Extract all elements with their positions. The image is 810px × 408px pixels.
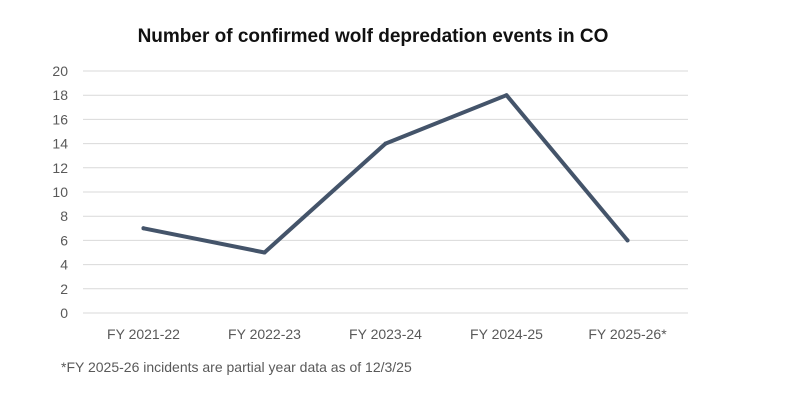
y-tick-label: 12 [52,160,68,176]
data-point [383,141,388,146]
y-tick-label: 6 [60,232,68,248]
data-point [262,250,267,255]
y-tick-label: 0 [60,305,68,321]
x-tick-label: FY 2022-23 [228,326,301,342]
chart-title: Number of confirmed wolf depredation eve… [138,26,609,47]
gridlines [83,70,688,314]
series-line [141,93,630,255]
y-tick-label: 4 [60,257,68,273]
y-tick-label: 10 [52,184,68,200]
y-tick-label: 8 [60,208,68,224]
x-tick-label: FY 2024-25 [470,326,543,342]
data-point [141,226,146,231]
chart-footnote: *FY 2025-26 incidents are partial year d… [61,359,412,375]
data-point [504,93,509,98]
y-tick-label: 18 [52,87,68,103]
series-layer [141,93,630,255]
y-tick-label: 14 [52,136,68,152]
y-tick-label: 20 [52,63,68,79]
x-tick-label: FY 2023-24 [349,326,422,342]
x-tick-label: FY 2025-26* [588,326,667,342]
x-tick-label: FY 2021-22 [107,326,180,342]
y-tick-label: 16 [52,111,68,127]
data-point [625,238,630,243]
y-axis-tick-labels: 0 2 4 6 8 10 12 14 16 18 20 [52,63,68,321]
y-tick-label: 2 [60,281,68,297]
x-axis-tick-labels: FY 2021-22 FY 2022-23 FY 2023-24 FY 2024-25… [107,326,667,342]
